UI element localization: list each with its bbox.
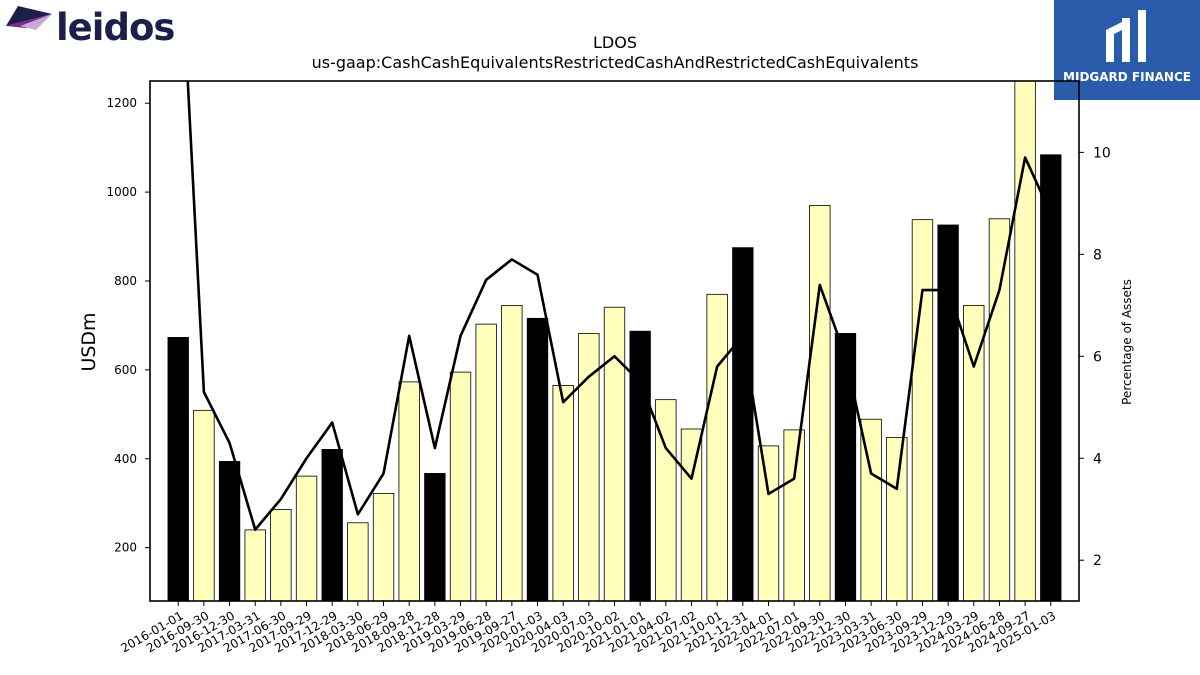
bar-2018-03-30 [347,522,369,601]
y-tick-label-200: 200 [114,541,137,555]
y2-tick-label-8: 8 [1093,247,1102,263]
chart-title: LDOS [593,33,637,52]
bar-2018-06-29 [372,493,395,601]
bar-2019-09-27 [501,305,523,601]
leidos-logo-text: leidos [56,6,175,49]
bar-2023-03-31 [860,418,882,601]
bar-2025-01-03 [1040,154,1062,601]
bar-2022-09-30 [809,205,831,601]
bar-2016-12-30 [218,461,241,601]
y2-tick-label-6: 6 [1093,349,1102,365]
bar-2020-10-02 [603,306,626,601]
y-tick-label-600: 600 [114,363,137,377]
bar-2023-06-30 [886,437,908,601]
bar-2022-04-01 [757,445,780,601]
leidos-swoosh-icon [6,6,52,30]
bar-2018-09-28 [398,381,420,601]
bar-2019-06-28 [475,323,497,601]
bar-2022-07-01 [783,429,805,601]
bar-2024-03-29 [963,305,985,601]
bar-2020-01-03 [526,317,549,601]
bar-2021-07-02 [680,428,703,601]
bar-2020-04-03 [552,385,574,601]
bar-2017-06-30 [270,509,292,601]
y-tick-label-1200: 1200 [106,96,137,110]
bar-2017-03-31 [244,529,266,601]
bar-2022-12-30 [834,333,857,601]
pct-assets-line [186,81,1052,531]
y-tick-label-400: 400 [114,452,137,466]
bar-2016-09-30 [193,409,215,601]
bar-2024-06-28 [988,218,1011,601]
y-axis-label: USDm [78,312,100,371]
bar-2023-09-29 [911,219,934,601]
bar-2017-12-29 [321,449,343,601]
bar-2019-03-29 [449,371,472,601]
bar-2023-12-29 [937,224,959,601]
y2-tick-label-4: 4 [1093,451,1102,467]
y2-tick-label-10: 10 [1093,145,1111,161]
bar-2016-01-01 [167,337,189,601]
y2-axis-label: Percentage of Assets [1120,279,1134,405]
midgard-finance-text: MIDGARD FINANCE [1063,70,1191,84]
y-tick-label-800: 800 [114,274,137,288]
bar-2021-12-31 [732,247,754,601]
midgard-finance-logo: MIDGARD FINANCE [1054,0,1200,100]
bar-2021-10-01 [706,293,728,601]
leidos-logo: leidos [6,4,176,50]
bar-2021-04-02 [655,399,677,601]
y-tick-label-1000: 1000 [106,185,137,199]
bar-2020-07-03 [578,333,600,601]
midgard-m-icon [1106,10,1146,62]
y2-tick-label-2: 2 [1093,553,1102,569]
bar-2018-12-28 [424,473,446,601]
bar-2017-09-29 [295,475,318,601]
bar-2021-01-01 [629,330,651,601]
plot-area: 200400600800100012002468102016-01-012016… [106,80,1111,655]
bar-2024-09-27 [1014,81,1036,601]
chart-subtitle: us-gaap:CashCashEquivalentsRestrictedCas… [312,53,919,72]
